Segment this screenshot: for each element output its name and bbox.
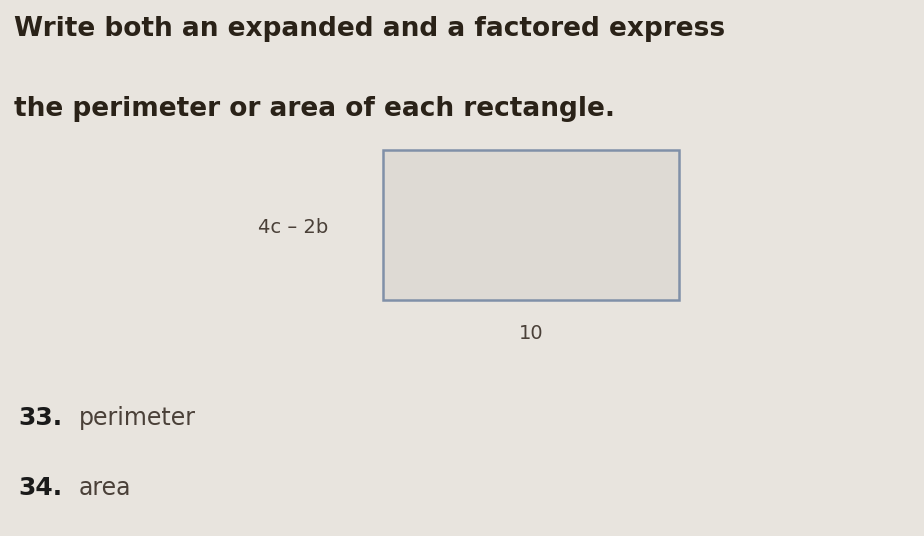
Text: 33.: 33. xyxy=(18,406,63,430)
Text: area: area xyxy=(79,476,131,500)
Bar xyxy=(383,150,679,300)
Text: 34.: 34. xyxy=(18,476,63,500)
Text: Write both an expanded and a factored express: Write both an expanded and a factored ex… xyxy=(14,16,725,42)
Text: the perimeter or area of each rectangle.: the perimeter or area of each rectangle. xyxy=(14,96,614,123)
Text: 10: 10 xyxy=(519,324,543,343)
Text: 4c – 2b: 4c – 2b xyxy=(258,218,328,237)
Text: perimeter: perimeter xyxy=(79,406,196,430)
